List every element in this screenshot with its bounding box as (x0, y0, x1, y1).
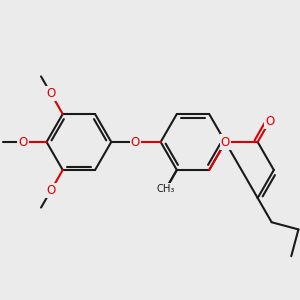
Text: O: O (46, 87, 56, 100)
Text: O: O (265, 115, 274, 128)
Text: O: O (131, 136, 140, 148)
Text: O: O (18, 136, 27, 148)
Text: O: O (46, 184, 56, 197)
Text: CH₃: CH₃ (156, 184, 175, 194)
Text: O: O (221, 136, 230, 148)
